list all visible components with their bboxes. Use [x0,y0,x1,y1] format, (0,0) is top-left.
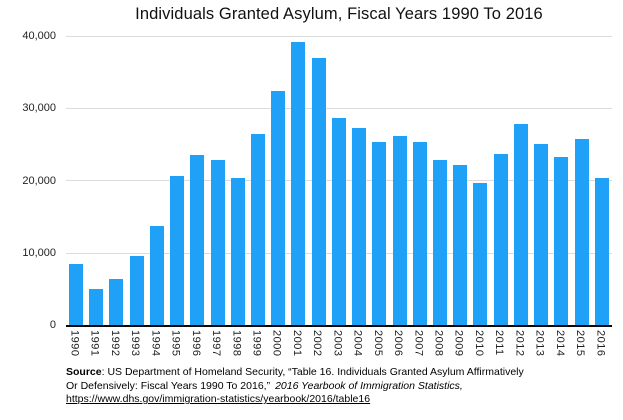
x-tick-label-2000: 2000 [270,330,283,357]
bar-1998 [230,178,245,325]
x-axis-labels: 1990 1991 1992 1993 1994 1995 1996 1997 1998 1999… [66,330,612,362]
bar-1995 [170,176,185,325]
x-tick-label-2007: 2007 [412,330,425,357]
bar-2007 [412,142,427,325]
x-tick-label-2009: 2009 [452,330,465,357]
source-label: Source [66,366,102,378]
x-tick-label-2015: 2015 [574,330,587,357]
footnote-line-3: https://www.dhs.gov/immigration-statisti… [66,393,596,407]
x-tick-label-1995: 1995 [169,330,182,357]
bar-2002 [311,58,326,325]
x-tick-label-2010: 2010 [472,330,485,357]
bar-2008 [433,160,447,325]
x-tick-label-1990: 1990 [68,330,81,357]
plot-area [66,36,612,327]
y-tick-label: 20,000 [22,175,56,187]
x-tick-label-2008: 2008 [432,330,445,357]
x-tick-label-2002: 2002 [311,330,324,357]
x-tick-label-1993: 1993 [129,330,142,357]
source-url-link[interactable]: https://www.dhs.gov/immigration-statisti… [66,393,371,405]
footnote-line-1: Source: US Department of Homeland Securi… [66,366,596,380]
x-tick-label-1998: 1998 [230,330,243,357]
bar-1997 [210,160,225,325]
x-tick-label-1999: 1999 [250,330,263,357]
x-tick-label-1992: 1992 [108,330,121,357]
x-tick-label-1996: 1996 [189,330,202,357]
gridline-30000 [66,108,612,109]
chart-title: Individuals Granted Asylum, Fiscal Years… [135,5,543,23]
x-tick-label-2001: 2001 [290,330,303,357]
bar-1992 [109,279,124,325]
x-tick-label-1994: 1994 [149,330,162,357]
bar-2014 [554,157,569,325]
bar-1999 [251,134,265,325]
y-tick-label: 30,000 [22,102,56,114]
bar-2000 [271,91,286,325]
x-tick-label-2016: 2016 [594,330,607,357]
bar-2016 [594,178,609,325]
bar-2010 [473,183,488,325]
footnote-line-2: Or Defensively: Fiscal Years 1990 To 201… [66,380,596,394]
x-tick-label-2004: 2004 [351,330,364,357]
bar-2012 [513,124,528,325]
y-tick-label: 40,000 [22,30,56,42]
bar-2009 [453,165,468,325]
x-tick-label-2011: 2011 [493,330,506,356]
bar-2006 [392,136,407,325]
x-tick-label-2005: 2005 [371,330,384,357]
bar-2004 [352,128,367,325]
x-tick-label-2013: 2013 [533,330,546,357]
y-tick-label: 10,000 [22,247,56,259]
bar-1990 [69,264,83,325]
gridline-40000 [66,36,612,37]
footnote-text-1: : US Department of Homeland Security, “T… [101,366,524,378]
x-tick-label-2003: 2003 [331,330,344,357]
x-tick-label-2012: 2012 [513,330,526,357]
x-tick-label-1997: 1997 [210,330,223,357]
x-tick-label-2006: 2006 [392,330,405,357]
x-tick-label-2014: 2014 [553,330,566,357]
bar-2001 [291,42,306,325]
x-axis-line [66,325,612,327]
bar-1991 [89,289,104,325]
y-tick-label: 0 [49,319,56,331]
bar-1993 [129,256,144,325]
x-tick-label-1991: 1991 [88,330,101,357]
bar-2011 [493,154,508,325]
footnote-text-2: Or Defensively: Fiscal Years 1990 To 201… [66,379,271,392]
bar-1994 [149,226,164,325]
bar-2015 [574,139,589,325]
bar-2003 [331,118,346,325]
bar-1996 [190,155,205,325]
bar-2005 [372,142,387,325]
source-footnote: Source: US Department of Homeland Securi… [66,366,596,407]
bar-2013 [534,144,549,325]
footnote-citation-italic: 2016 Yearbook of Immigration Statistics, [275,379,463,392]
